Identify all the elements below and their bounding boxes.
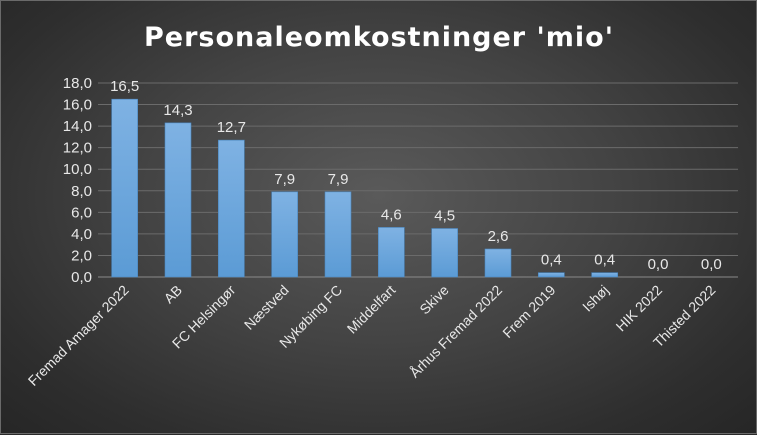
x-tick-label: Fremad Amager 2022: [25, 282, 132, 389]
x-tick-label: Ishøj: [579, 282, 612, 315]
data-labels: 16,5 14,3 12,7 7,9 7,9 4,6 4,5 2,6 0,4 0,4 0,0 0,0: [110, 78, 722, 273]
bar: [431, 228, 458, 278]
bar: [164, 122, 192, 278]
data-label: 0,0: [701, 256, 722, 273]
x-tick-label: Århus Fremad 2022: [406, 282, 505, 381]
x-tick-label: AB: [161, 282, 186, 307]
x-tick-label: Skive: [416, 282, 452, 318]
bar: [324, 191, 352, 278]
bar: [484, 248, 512, 278]
x-tick-label: HIK 2022: [613, 282, 666, 335]
bars: [111, 98, 618, 278]
bar: [111, 98, 138, 278]
data-label: 14,3: [163, 102, 192, 119]
bar: [271, 191, 298, 278]
y-tick-label: 14,0: [63, 118, 92, 135]
x-tick-label: Middelfart: [344, 282, 399, 337]
gridlines: [98, 82, 738, 278]
bar: [591, 272, 618, 278]
y-tick-label: 12,0: [63, 140, 92, 157]
data-label: 16,5: [110, 78, 139, 95]
y-tick-label: 10,0: [63, 161, 92, 178]
data-label: 7,9: [328, 171, 349, 188]
y-tick-label: 0,0: [71, 269, 92, 286]
data-label: 12,7: [217, 119, 246, 136]
data-label: 4,5: [434, 208, 455, 225]
data-label: 4,6: [381, 206, 402, 223]
y-tick-label: 16,0: [63, 97, 92, 114]
data-label: 0,4: [594, 252, 615, 269]
bar: [218, 139, 245, 278]
y-tick-label: 18,0: [63, 75, 92, 92]
bar: [538, 272, 565, 278]
x-tick-label: Næstved: [241, 282, 292, 333]
x-tick-label: Frem 2019: [499, 282, 558, 341]
data-label: 2,6: [488, 228, 509, 245]
data-label: 7,9: [274, 171, 295, 188]
data-label: 0,0: [648, 256, 669, 273]
y-tick-label: 4,0: [71, 226, 92, 243]
bar: [378, 227, 405, 278]
chart-title: Personaleomkostninger 'mio': [144, 22, 614, 53]
y-tick-label: 2,0: [71, 247, 92, 264]
y-tick-label: 8,0: [71, 183, 92, 200]
y-axis-ticks: 0,0 2,0 4,0 6,0 8,0 10,0 12,0 14,0 16,0 18,0: [63, 75, 92, 286]
y-tick-label: 6,0: [71, 204, 92, 221]
data-label: 0,4: [541, 252, 562, 269]
